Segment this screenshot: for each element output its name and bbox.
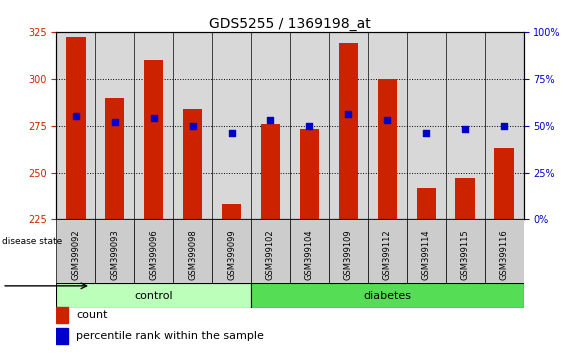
Bar: [368, 219, 406, 283]
Bar: [455, 178, 475, 219]
Text: GSM399114: GSM399114: [422, 229, 431, 280]
Text: diabetes: diabetes: [363, 291, 412, 301]
Title: GDS5255 / 1369198_at: GDS5255 / 1369198_at: [209, 17, 371, 31]
Text: GSM399099: GSM399099: [227, 229, 236, 280]
Point: [188, 123, 197, 129]
Point: [344, 112, 353, 117]
Bar: [95, 219, 134, 283]
Bar: [173, 219, 212, 283]
Point: [305, 123, 314, 129]
Bar: [494, 148, 514, 219]
Bar: [329, 219, 368, 283]
Text: GSM399104: GSM399104: [305, 229, 314, 280]
Bar: [446, 219, 485, 283]
Bar: [56, 307, 68, 323]
Bar: [105, 97, 124, 219]
Text: GSM399096: GSM399096: [149, 229, 158, 280]
Text: GSM399093: GSM399093: [110, 229, 119, 280]
Bar: [212, 219, 251, 283]
Bar: [144, 60, 163, 219]
Bar: [261, 124, 280, 219]
Text: GSM399115: GSM399115: [461, 229, 470, 280]
Bar: [183, 109, 202, 219]
Bar: [251, 283, 524, 308]
Text: GSM399098: GSM399098: [188, 229, 197, 280]
Bar: [251, 219, 290, 283]
Bar: [378, 79, 397, 219]
Point: [149, 115, 158, 121]
Text: percentile rank within the sample: percentile rank within the sample: [76, 331, 264, 341]
Point: [110, 119, 119, 125]
Text: disease state: disease state: [2, 237, 62, 246]
Bar: [134, 219, 173, 283]
Text: GSM399092: GSM399092: [72, 229, 81, 280]
Point: [383, 117, 392, 123]
Text: count: count: [76, 310, 108, 320]
Bar: [222, 205, 242, 219]
Text: GSM399109: GSM399109: [344, 229, 353, 280]
Text: GSM399102: GSM399102: [266, 229, 275, 280]
Bar: [56, 283, 251, 308]
Point: [499, 123, 508, 129]
Bar: [406, 219, 446, 283]
Point: [72, 113, 81, 119]
Bar: [66, 38, 86, 219]
Bar: [338, 43, 358, 219]
Point: [461, 127, 470, 132]
Point: [422, 130, 431, 136]
Point: [227, 130, 236, 136]
Bar: [300, 130, 319, 219]
Bar: [56, 328, 68, 344]
Bar: [417, 188, 436, 219]
Text: GSM399112: GSM399112: [383, 229, 392, 280]
Bar: [485, 219, 524, 283]
Bar: [290, 219, 329, 283]
Bar: [56, 219, 95, 283]
Text: control: control: [135, 291, 173, 301]
Point: [266, 117, 275, 123]
Text: GSM399116: GSM399116: [499, 229, 508, 280]
